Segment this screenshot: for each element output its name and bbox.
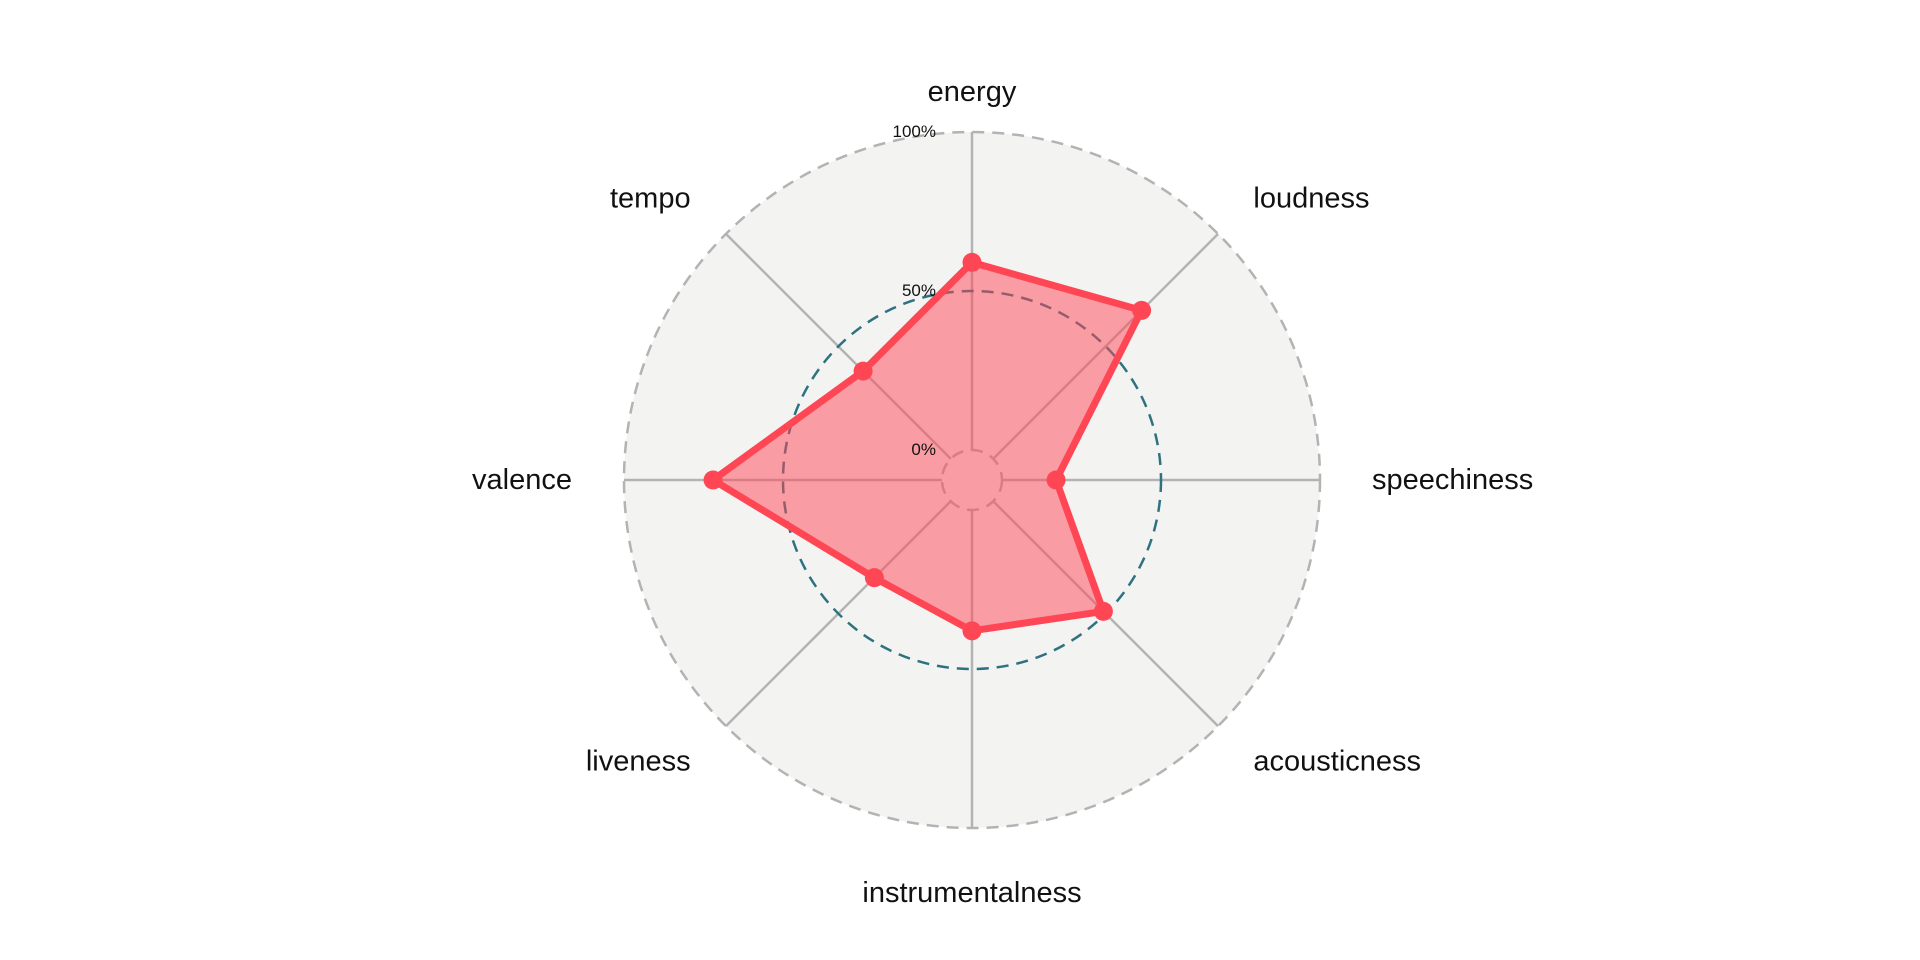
axis-label-instrumentalness: instrumentalness — [862, 877, 1081, 909]
axis-label-speechiness: speechiness — [1372, 464, 1533, 496]
data-point-instrumentalness — [962, 621, 982, 641]
axis-label-tempo: tempo — [610, 183, 691, 215]
data-point-acousticness — [1093, 601, 1113, 621]
grid-label-1: 50% — [902, 281, 936, 300]
grid-label-2: 100% — [893, 122, 936, 141]
data-point-valence — [703, 470, 723, 490]
data-point-liveness — [864, 568, 884, 588]
data-point-tempo — [853, 361, 873, 381]
data-point-energy — [962, 252, 982, 272]
data-point-loudness — [1132, 300, 1152, 320]
grid-label-0: 0% — [911, 440, 936, 459]
axis-label-energy: energy — [928, 76, 1017, 108]
axis-label-loudness: loudness — [1253, 183, 1369, 215]
grid-ring-100 — [622, 130, 1322, 830]
axis-label-liveness: liveness — [586, 745, 691, 777]
data-point-speechiness — [1046, 470, 1066, 490]
axis-label-valence: valence — [472, 464, 572, 496]
axis-label-acousticness: acousticness — [1253, 745, 1421, 777]
